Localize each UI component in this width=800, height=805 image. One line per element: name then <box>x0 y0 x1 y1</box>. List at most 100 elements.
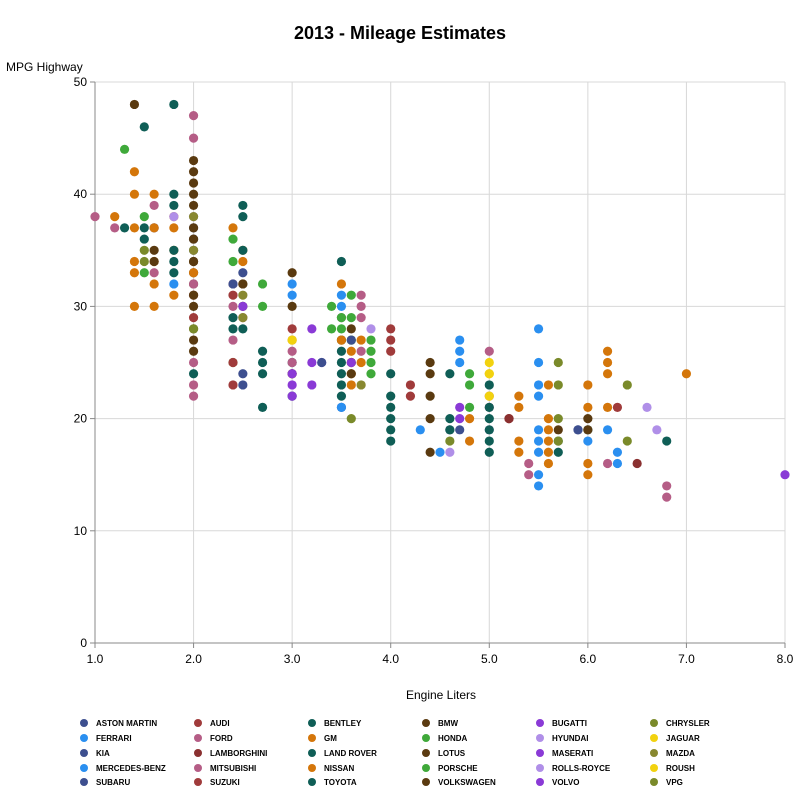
legend-label-bmw: BMW <box>438 719 458 728</box>
legend-marker-porsche <box>422 764 430 772</box>
legend-marker-bentley <box>308 719 316 727</box>
legend-marker-mazda <box>650 749 658 757</box>
point-aston-martin <box>455 425 465 435</box>
point-bugatti <box>780 470 790 480</box>
legend-marker-kia <box>80 749 88 757</box>
chart-title: 2013 - Mileage Estimates <box>294 23 506 43</box>
point-nissan <box>356 335 366 345</box>
point-porsche <box>346 313 356 323</box>
x-axis-label: Engine Liters <box>406 688 476 702</box>
legend-label-vpg: VPG <box>666 778 683 787</box>
point-mitsubishi <box>287 346 297 356</box>
point-mercedes-benz <box>533 436 544 446</box>
legend-marker-vpg <box>650 778 658 786</box>
point-nissan <box>356 357 366 368</box>
point-gm <box>464 414 475 424</box>
legend-label-subaru: SUBARU <box>96 778 130 787</box>
point-mercedes-benz <box>336 402 347 412</box>
point-porsche <box>366 346 376 356</box>
point-kia <box>317 357 327 368</box>
point-vpg <box>445 436 455 446</box>
point-vpg <box>553 436 563 446</box>
point-ferrari <box>612 458 623 469</box>
point-gm <box>514 447 524 457</box>
point-land-rover <box>484 402 494 412</box>
point-honda <box>336 313 347 323</box>
legend-marker-aston-martin <box>80 719 88 727</box>
legend-marker-ferrari <box>80 734 88 742</box>
legend-marker-lamborghini <box>194 749 202 757</box>
point-subaru <box>238 268 248 278</box>
point-toyota <box>169 189 179 199</box>
x-tick-label: 7.0 <box>678 652 695 666</box>
point-mitsubishi <box>287 357 297 368</box>
point-volkswagen <box>583 425 593 435</box>
point-nissan <box>543 414 554 424</box>
point-ford <box>484 346 494 356</box>
point-toyota <box>336 380 347 390</box>
point-gm <box>514 436 524 446</box>
legend-label-land-rover: LAND ROVER <box>324 749 377 758</box>
point-mercedes-benz <box>455 357 465 368</box>
legend-label-aston-martin: ASTON MARTIN <box>96 719 157 728</box>
point-bmw <box>188 301 199 311</box>
legend-label-ford: FORD <box>210 734 233 743</box>
legend-marker-subaru <box>80 778 88 786</box>
point-ford <box>356 313 366 323</box>
point-bentley <box>662 436 672 446</box>
point-suzuki <box>228 357 238 368</box>
point-hyundai <box>169 212 179 222</box>
point-toyota <box>257 346 268 356</box>
point-nissan <box>149 223 159 233</box>
legend-marker-bugatti <box>536 719 544 727</box>
legend-marker-suzuki <box>194 778 202 786</box>
point-toyota <box>484 380 494 390</box>
point-volvo <box>346 357 356 368</box>
point-toyota <box>484 436 494 446</box>
x-tick-label: 5.0 <box>481 652 498 666</box>
point-ford <box>356 301 366 311</box>
point-nissan <box>149 279 159 289</box>
legend-label-rolls-royce: ROLLS-ROYCE <box>552 764 611 773</box>
point-volkswagen <box>346 324 356 334</box>
point-mitsubishi <box>228 335 238 345</box>
point-toyota <box>169 256 179 267</box>
point-porsche <box>366 335 376 345</box>
point-mercedes-benz <box>533 357 544 368</box>
point-gm <box>514 402 524 412</box>
point-toyota <box>257 357 268 368</box>
point-ford <box>356 290 366 300</box>
point-vpg <box>622 436 632 446</box>
point-land-rover <box>484 414 494 424</box>
point-gm <box>129 223 140 233</box>
point-vpg <box>139 245 149 255</box>
point-gm <box>129 256 140 267</box>
point-ford <box>188 380 199 390</box>
legend-label-lotus: LOTUS <box>438 749 466 758</box>
point-porsche <box>257 279 268 289</box>
point-mercedes-benz <box>455 346 465 356</box>
point-mercedes-benz <box>287 290 297 300</box>
legend-label-hyundai: HYUNDAI <box>552 734 588 743</box>
point-mercedes-benz <box>533 425 544 435</box>
y-tick-label: 0 <box>80 636 87 650</box>
legend-label-bentley: BENTLEY <box>324 719 362 728</box>
point-bmw <box>425 357 435 368</box>
point-toyota <box>169 245 179 255</box>
x-tick-label: 2.0 <box>185 652 202 666</box>
point-toyota <box>386 391 396 401</box>
point-bmw <box>188 155 199 166</box>
legend-marker-land-rover <box>308 749 316 757</box>
point-mercedes-benz <box>533 324 544 334</box>
legend-marker-chrysler <box>650 719 658 727</box>
point-nissan <box>543 447 554 457</box>
point-gm <box>602 357 613 368</box>
y-tick-label: 30 <box>74 299 88 313</box>
point-gm <box>228 223 238 233</box>
point-subaru <box>238 369 248 379</box>
point-volkswagen <box>425 414 435 424</box>
legend-label-mercedes-benz: MERCEDES-BENZ <box>96 764 166 773</box>
x-tick-label: 4.0 <box>382 652 399 666</box>
legend: ASTON MARTIN AUDI BENTLEY BMW BUGATTI CHRYSLE… <box>80 719 710 787</box>
